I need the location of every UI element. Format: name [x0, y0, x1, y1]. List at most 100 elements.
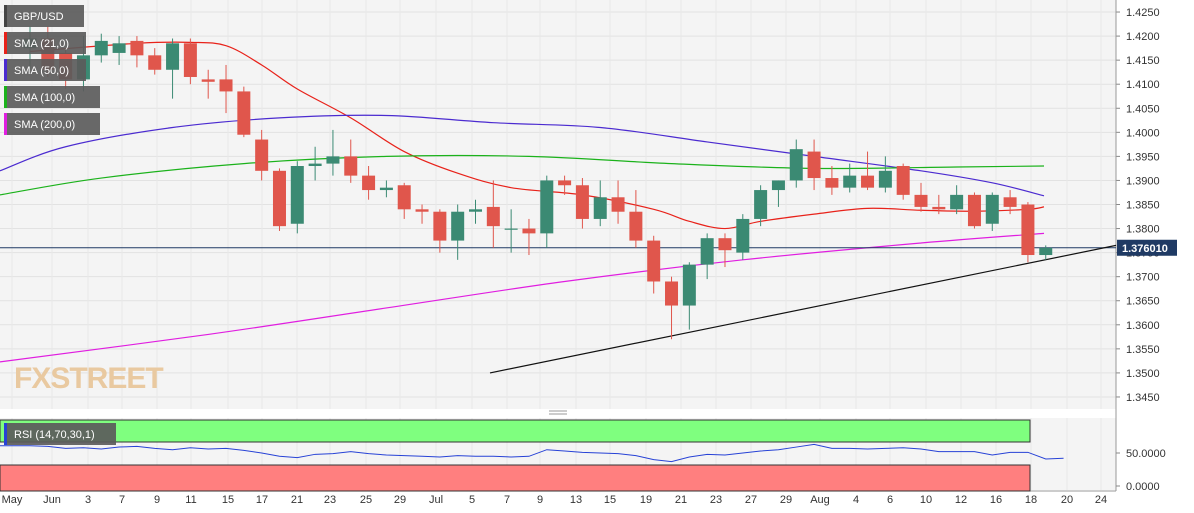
candle-body	[718, 238, 732, 251]
date-tick-label: 9	[154, 494, 160, 506]
date-tick-label: Jul	[429, 494, 443, 506]
candle	[1039, 245, 1053, 260]
price-tick-label: 1.4200	[1126, 31, 1160, 43]
date-tick-label: 15	[222, 494, 234, 506]
date-tick-label: 21	[291, 494, 303, 506]
candle-body	[433, 211, 447, 241]
candle-body	[308, 163, 322, 167]
rsi-line	[0, 443, 1064, 463]
candle	[308, 146, 322, 181]
candle-body	[1039, 247, 1053, 256]
candle	[1021, 202, 1035, 263]
date-tick-label: May	[2, 494, 23, 506]
date-tick-label: 7	[119, 494, 125, 506]
candle	[130, 36, 144, 68]
date-tick-label: 4	[853, 494, 859, 506]
candle	[522, 218, 536, 256]
candle-body	[201, 79, 215, 82]
candle	[575, 178, 589, 229]
candle-body	[379, 187, 393, 191]
rsi-tick-label: 0.0000	[1126, 481, 1160, 493]
candle-body	[415, 209, 429, 212]
price-tick-label: 1.3950	[1126, 151, 1160, 163]
candle-body	[1021, 204, 1035, 256]
candle-body	[469, 209, 482, 212]
date-tick-label: 25	[360, 494, 372, 506]
candle	[415, 204, 429, 224]
candle-body	[522, 228, 536, 234]
candle	[362, 166, 376, 200]
legend-item: SMA (50,0)	[4, 59, 86, 81]
candle	[504, 209, 518, 253]
date-tick-label: 24	[1095, 494, 1107, 506]
candle	[736, 214, 750, 260]
date-tick-label: 29	[394, 494, 406, 506]
candle	[771, 180, 785, 207]
candle	[665, 276, 679, 340]
date-tick-label: 19	[640, 494, 652, 506]
candle	[540, 175, 554, 248]
candle-body	[914, 194, 928, 207]
date-tick-label: 5	[469, 494, 475, 506]
candle-body	[861, 175, 875, 188]
candle-body	[166, 43, 180, 70]
price-tick-label: 1.3900	[1126, 175, 1160, 187]
last-price-label: 1.376010	[1122, 243, 1168, 255]
legend-item: SMA (100,0)	[4, 86, 100, 108]
candle-body	[94, 40, 108, 56]
candle	[272, 168, 286, 231]
price-tick-label: 1.4000	[1126, 127, 1160, 139]
candle	[433, 209, 447, 253]
candle-body	[647, 240, 661, 282]
rsi-tick-label: 50.0000	[1126, 448, 1166, 460]
candle-body	[540, 180, 554, 234]
price-tick-label: 1.3650	[1126, 296, 1160, 308]
candle-body	[397, 185, 411, 210]
candle	[950, 185, 964, 215]
candle-body	[825, 178, 839, 188]
candle-body	[754, 190, 768, 219]
legend-box	[4, 113, 100, 135]
date-tick-label: 23	[710, 494, 722, 506]
candle-body	[112, 43, 126, 53]
candle-body	[611, 197, 625, 212]
candle	[112, 36, 126, 65]
candle-body	[932, 206, 946, 210]
candle-body	[237, 91, 251, 135]
legend-label: GBP/USD	[14, 11, 64, 23]
candle	[201, 69, 215, 99]
candle	[914, 182, 928, 212]
price-tick-label: 1.3450	[1126, 392, 1160, 404]
candle-body	[326, 156, 340, 164]
legend-swatch	[4, 32, 7, 54]
candle	[700, 233, 714, 280]
candle	[593, 180, 607, 227]
candle	[967, 192, 981, 229]
candle-body	[878, 170, 892, 188]
candle	[861, 151, 875, 191]
candle-body	[629, 211, 643, 241]
date-tick-label: Jun	[43, 494, 61, 506]
date-tick-label: 10	[920, 494, 932, 506]
legend-box	[4, 5, 84, 27]
candle-body	[665, 281, 679, 306]
date-tick-label: 12	[955, 494, 967, 506]
date-tick-label: 23	[324, 494, 336, 506]
date-tick-label: 11	[185, 494, 196, 506]
legend-swatch	[4, 59, 7, 81]
candle	[290, 161, 304, 234]
legend-box	[4, 59, 86, 81]
candle	[843, 163, 857, 193]
candle	[255, 129, 269, 181]
watermark-logo: FXSTREET	[14, 362, 163, 395]
price-tick-label: 1.3800	[1126, 224, 1160, 236]
candle-body	[985, 194, 999, 224]
candle-body	[272, 170, 286, 227]
candle	[985, 192, 999, 231]
candle	[647, 235, 661, 294]
candle	[878, 156, 892, 193]
price-grid	[0, 11, 1120, 398]
candle-body	[558, 180, 572, 186]
price-tick-label: 1.3550	[1126, 344, 1160, 356]
